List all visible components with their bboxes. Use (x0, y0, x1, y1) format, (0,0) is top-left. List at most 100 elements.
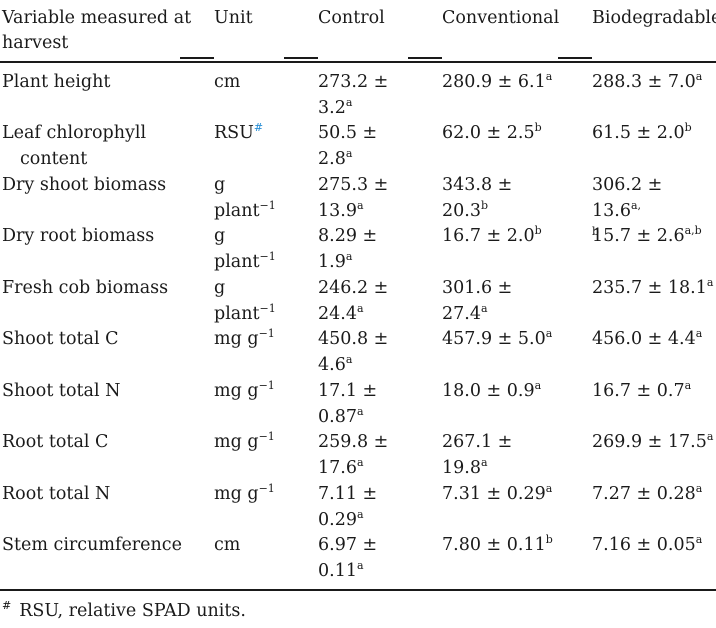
conventional-cell: 457.9 ± 5.0a (442, 326, 587, 352)
unit-text: g (214, 175, 226, 195)
unit-text: g (214, 278, 226, 298)
control-cell: 6.97 ± 0.11a (318, 532, 433, 584)
biodegradable-cell: 16.7 ± 0.7a (592, 378, 716, 404)
control-cell: 275.3 ± 13.9a (318, 172, 433, 224)
footnote-mark: # (2, 599, 12, 612)
conventional-significance-letter: b (480, 199, 489, 212)
biodegradable-significance-letter: a (684, 379, 692, 392)
unit-text: plant (214, 201, 260, 221)
control-text: 0.87 (318, 407, 357, 427)
unit-cell: g plant−1 (214, 275, 309, 327)
footnote-text: RSU, relative SPAD units. (19, 601, 246, 621)
unit-cell: mg g−1 (214, 326, 309, 352)
table-footnote: # RSU, relative SPAD units. (2, 598, 246, 624)
control-text: 8.29 ± (318, 226, 378, 246)
control-text: 24.4 (318, 304, 357, 324)
variable-text: Stem circumference (2, 535, 182, 555)
variable-text: Dry shoot biomass (2, 175, 167, 195)
unit-cell: cm (214, 69, 309, 95)
biodegradable-significance-letter: a (695, 533, 703, 546)
unit-significance-letter: −1 (258, 327, 275, 340)
conventional-text: 343.8 ± (442, 175, 513, 195)
control-text: 259.8 ± (318, 432, 389, 452)
conventional-significance-letter: b (545, 533, 553, 546)
conventional-text: 16.7 ± 2.0 (442, 226, 535, 246)
control-cell: 259.8 ± 17.6a (318, 429, 433, 481)
variable-cell: Shoot total N (2, 378, 202, 404)
unit-text: mg g (214, 329, 259, 349)
biodegradable-text: 61.5 ± 2.0 (592, 123, 685, 143)
unit-text: plant (214, 252, 260, 272)
biodegradable-significance-letter: a (695, 327, 703, 340)
unit-significance-letter: −1 (258, 430, 275, 443)
biodegradable-text: 288.3 ± 7.0 (592, 72, 696, 92)
conventional-significance-letter: b (534, 121, 542, 134)
control-significance-letter: a (356, 456, 364, 469)
table-header: Variable measured at harvest Unit Contro… (0, 6, 716, 62)
biodegradable-cell: 7.16 ± 0.05a (592, 532, 716, 558)
unit-cell: RSU# (214, 120, 309, 146)
biodegradable-cell: 306.2 ± 13.6a, b (592, 172, 716, 250)
control-text: 275.3 ± (318, 175, 389, 195)
control-significance-letter: a (356, 199, 364, 212)
column-tick (180, 57, 214, 59)
control-significance-letter: a (345, 353, 353, 366)
conventional-significance-letter: a (545, 70, 553, 83)
conventional-text: 20.3 (442, 201, 481, 221)
conventional-cell: 7.80 ± 0.11b (442, 532, 587, 558)
control-text: 17.6 (318, 458, 357, 478)
unit-cell: mg g−1 (214, 481, 309, 507)
variable-cell: Shoot total C (2, 326, 202, 352)
biodegradable-significance-letter: a (706, 276, 714, 289)
control-text: 273.2 ± (318, 72, 389, 92)
conventional-cell: 280.9 ± 6.1a (442, 69, 587, 95)
variable-cell: Dry root biomass (2, 223, 202, 249)
biodegradable-text: 15.7 ± 2.6 (592, 226, 685, 246)
conventional-text: 18.0 ± 0.9 (442, 381, 535, 401)
conventional-significance-letter: a (534, 379, 542, 392)
conventional-text: 280.9 ± 6.1 (442, 72, 546, 92)
column-separator-ticks (0, 57, 716, 63)
header-biodegradable: Biodegradable (592, 8, 716, 28)
control-text: 1.9 (318, 252, 346, 272)
rsu-footnote-link[interactable]: # (253, 121, 264, 134)
variable-cell: Plant height (2, 69, 202, 95)
biodegradable-significance-letter: b (684, 121, 692, 134)
unit-text: cm (214, 72, 241, 92)
column-tick (408, 57, 442, 59)
control-text: 7.11 ± (318, 484, 378, 504)
control-text: 450.8 ± (318, 329, 389, 349)
conventional-text: 7.80 ± 0.11 (442, 535, 546, 555)
unit-text: mg g (214, 484, 259, 504)
unit-text: cm (214, 535, 241, 555)
control-cell: 17.1 ± 0.87a (318, 378, 433, 430)
biodegradable-text: 456.0 ± 4.4 (592, 329, 696, 349)
conventional-cell: 301.6 ± 27.4a (442, 275, 587, 327)
control-significance-letter: a (345, 250, 353, 263)
variable-text: Fresh cob biomass (2, 278, 169, 298)
control-significance-letter: a (356, 405, 364, 418)
conventional-cell: 343.8 ± 20.3b (442, 172, 587, 224)
biodegradable-cell: 7.27 ± 0.28a (592, 481, 716, 507)
biodegradable-significance-letter: a, (630, 199, 642, 212)
control-cell: 8.29 ± 1.9a (318, 223, 433, 275)
control-significance-letter: a (356, 508, 364, 521)
conventional-significance-letter: a (545, 482, 553, 495)
header-control: Control (318, 8, 385, 28)
conventional-text: 301.6 ± (442, 278, 513, 298)
variable-text: Dry root biomass (2, 226, 155, 246)
unit-text: RSU (214, 123, 254, 143)
variable-text: Shoot total C (2, 329, 119, 349)
variable-cell: Fresh cob biomass (2, 275, 202, 301)
unit-significance-letter: −1 (258, 482, 275, 495)
unit-cell: cm (214, 532, 309, 558)
conventional-significance-letter: b (534, 224, 542, 237)
variable-text: content (20, 149, 88, 169)
conventional-text: 62.0 ± 2.5 (442, 123, 535, 143)
control-text: 2.8 (318, 149, 346, 169)
biodegradable-significance-letter: a (706, 430, 714, 443)
unit-text: mg g (214, 432, 259, 452)
control-significance-letter: a (356, 559, 364, 572)
variable-text: Root total N (2, 484, 111, 504)
variable-cell: Dry shoot biomass (2, 172, 202, 198)
